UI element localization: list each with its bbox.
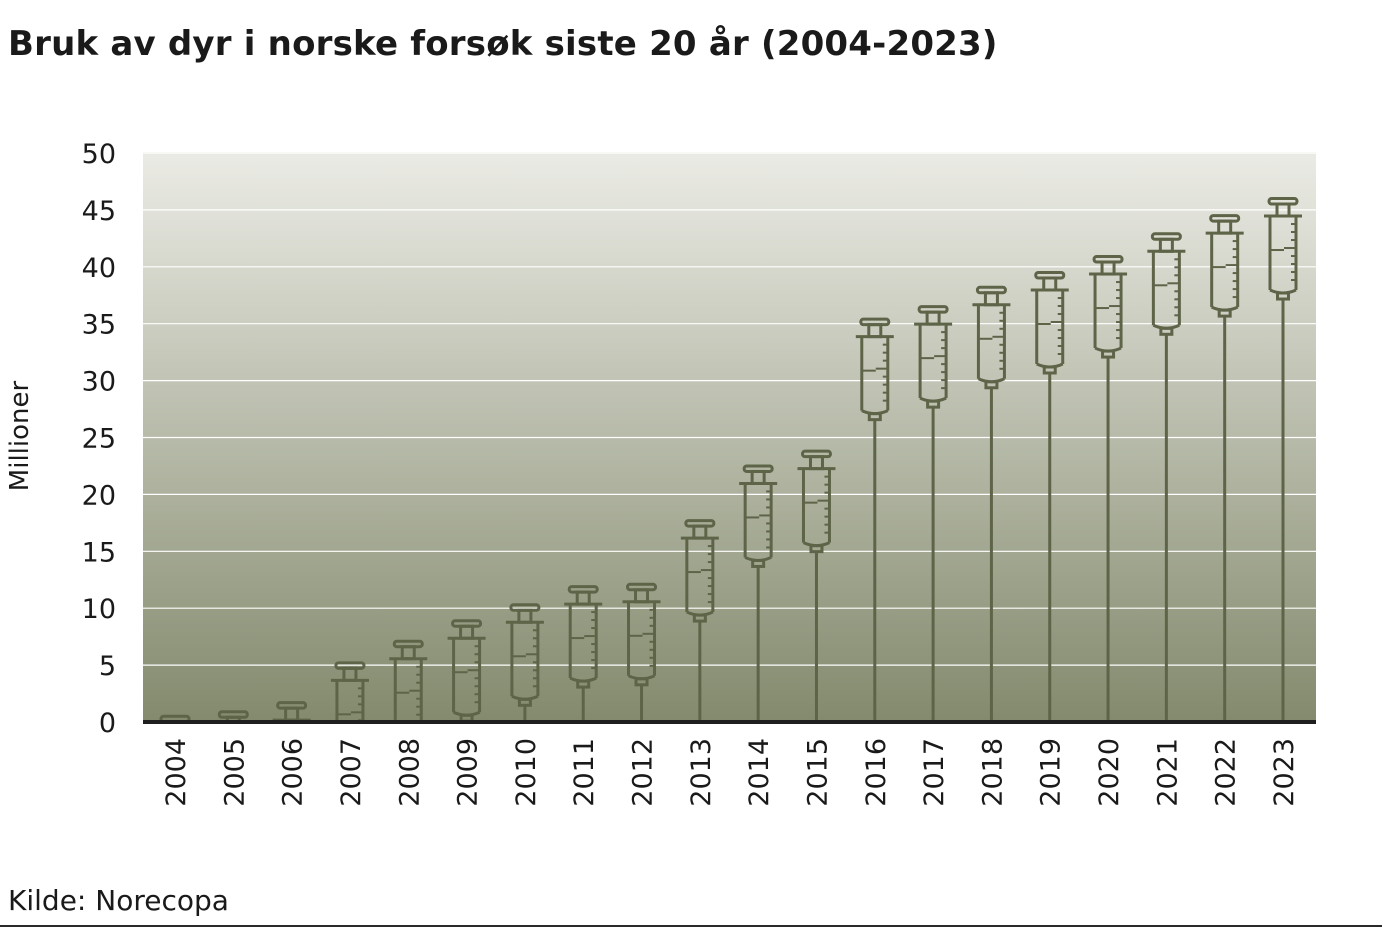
syringe-bar-2018: [972, 285, 1011, 722]
syringe-bar-2015: [797, 449, 836, 722]
syringe-bar-2020: [1089, 255, 1128, 722]
syringe-bar-2013: [680, 519, 719, 722]
y-tick-labels: 0 5 10 15 20 25 30 35 40 45 50: [82, 139, 116, 739]
y-tick-label: 50: [82, 139, 116, 170]
y-tick-label: 45: [82, 196, 116, 227]
x-tick-label: 2004: [161, 738, 192, 807]
syringe-bar-2012: [622, 582, 661, 722]
syringe-bar-2021: [1147, 232, 1186, 722]
x-tick-label: 2021: [1152, 738, 1183, 807]
x-tick-label: 2016: [861, 738, 892, 807]
chart-title: Bruk av dyr i norske forsøk siste 20 år …: [8, 24, 998, 64]
syringe-bar-2014: [739, 464, 778, 722]
syringe-barrel: [335, 680, 365, 722]
x-axis-baseline: [143, 720, 1316, 724]
x-tick-label: 2013: [686, 738, 717, 807]
x-tick-label: 2023: [1269, 738, 1300, 807]
syringe-bars: [159, 197, 1302, 724]
x-tick-label: 2011: [569, 738, 600, 807]
x-tick-label: 2020: [1094, 738, 1125, 807]
x-tick-label: 2009: [453, 738, 484, 807]
x-tick-label: 2012: [628, 738, 659, 807]
x-tick-label: 2006: [278, 738, 309, 807]
x-tick-label: 2014: [744, 738, 775, 807]
syringe-bar-2008: [389, 639, 428, 722]
syringe-bar-2023: [1264, 197, 1302, 722]
syringe-bar-2010: [505, 603, 544, 722]
y-tick-label: 25: [82, 424, 116, 455]
syringe-bar-2007: [330, 661, 369, 722]
x-tick-label: 2015: [802, 738, 833, 807]
syringe-bar-2022: [1205, 214, 1244, 722]
y-tick-label: 30: [82, 367, 116, 398]
syringe-bar-2011: [564, 585, 603, 722]
x-tick-label: 2007: [336, 738, 367, 807]
source-note: Kilde: Norecopa: [8, 884, 229, 917]
x-tick-labels: 2004 2005 2006 2007 2008 2009 2010 2011 2012 2013…: [161, 738, 1300, 807]
x-tick-label: 2022: [1211, 738, 1242, 807]
x-tick-label: 2018: [977, 738, 1008, 807]
y-tick-label: 35: [82, 310, 116, 341]
y-tick-label: 5: [99, 651, 116, 682]
syringe-bar-2016: [855, 317, 894, 722]
syringe-bar-2019: [1030, 270, 1069, 722]
y-tick-label: 20: [82, 480, 116, 511]
y-tick-label: 0: [99, 708, 116, 739]
x-tick-label: 2019: [1036, 738, 1067, 807]
divider: [0, 925, 1382, 927]
y-tick-label: 40: [82, 253, 116, 284]
x-tick-label: 2010: [511, 738, 542, 807]
x-tick-label: 2017: [919, 738, 950, 807]
x-tick-label: 2005: [219, 738, 250, 807]
y-tick-label: 10: [82, 594, 116, 625]
y-tick-label: 15: [82, 537, 116, 568]
syringe-bar-2017: [914, 305, 953, 722]
x-tick-label: 2008: [394, 738, 425, 807]
